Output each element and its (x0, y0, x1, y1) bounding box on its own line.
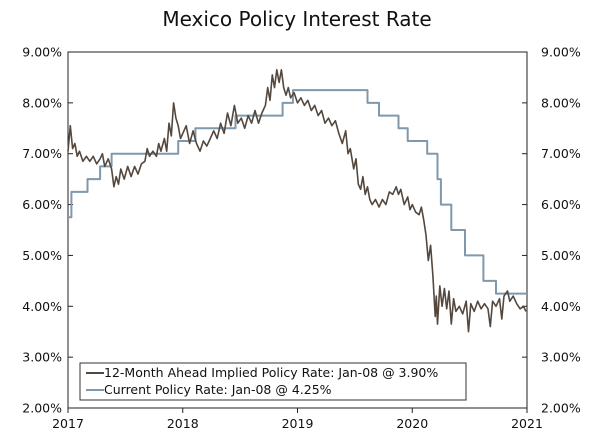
y-tick-label-left: 9.00% (22, 45, 62, 60)
chart-title: Mexico Policy Interest Rate (162, 7, 431, 31)
series-line-implied-rate (67, 69, 527, 333)
series-layer (67, 69, 527, 333)
y-tick-label-right: 8.00% (541, 95, 581, 110)
x-tick-label: 2019 (282, 416, 314, 431)
y-tick-label-right: 9.00% (541, 45, 581, 60)
y-tick-label-right: 5.00% (541, 248, 581, 263)
legend-label-current-rate: Current Policy Rate: Jan-08 @ 4.25% (104, 382, 332, 397)
legend-box (79, 362, 467, 401)
y-tick-label-right: 7.00% (541, 146, 581, 161)
y-tick-label-right: 6.00% (541, 197, 581, 212)
x-tick-label: 2018 (167, 416, 199, 431)
y-tick-label-left: 4.00% (22, 299, 62, 314)
x-tick-label: 2021 (511, 416, 543, 431)
x-axis: 2017 2018 2019 2020 2021 (52, 408, 543, 431)
y-tick-label-left: 2.00% (22, 401, 62, 416)
series-line-current-rate (68, 89, 527, 295)
legend-label-implied-rate: 12-Month Ahead Implied Policy Rate: Jan-… (104, 365, 438, 380)
y-tick-label-left: 3.00% (22, 350, 62, 365)
y-axis-right: 2.00% 3.00% 4.00% 5.00% 6.00% 7.00% 8.00% 9.00% (522, 45, 581, 416)
y-tick-label-right: 2.00% (541, 401, 581, 416)
y-tick-label-left: 7.00% (22, 146, 62, 161)
y-tick-label-right: 3.00% (541, 350, 581, 365)
x-tick-label: 2020 (396, 416, 428, 431)
y-axis-left: 2.00% 3.00% 4.00% 5.00% 6.00% 7.00% 8.00% 9.00% (22, 45, 73, 416)
x-tick-label: 2017 (52, 416, 84, 431)
y-tick-label-left: 8.00% (22, 95, 62, 110)
legend: 12-Month Ahead Implied Policy Rate: Jan-… (79, 362, 467, 401)
y-tick-label-right: 4.00% (541, 299, 581, 314)
y-tick-label-left: 5.00% (22, 248, 62, 263)
y-tick-label-left: 6.00% (22, 197, 62, 212)
